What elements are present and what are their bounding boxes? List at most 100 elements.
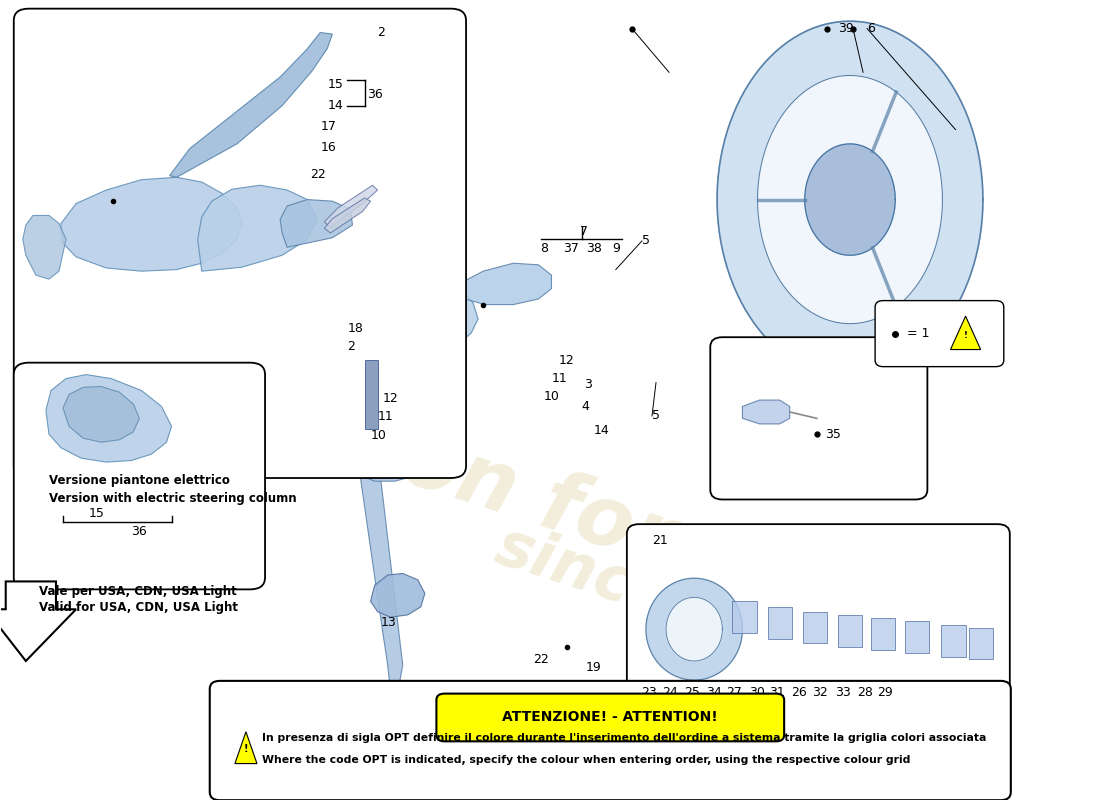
Polygon shape (0, 582, 76, 661)
Text: 17: 17 (320, 120, 337, 133)
Text: 18: 18 (348, 322, 363, 335)
Text: 24: 24 (662, 686, 678, 699)
Text: 13: 13 (381, 616, 396, 630)
Polygon shape (298, 273, 478, 360)
Text: 12: 12 (559, 354, 574, 366)
Polygon shape (453, 263, 551, 305)
Text: In presenza di sigla OPT definire il colore durante l'inserimento dell'ordine a : In presenza di sigla OPT definire il col… (262, 733, 987, 743)
FancyBboxPatch shape (437, 694, 784, 742)
Text: 2: 2 (377, 26, 385, 39)
Text: 8: 8 (540, 242, 549, 255)
Text: 5: 5 (642, 234, 650, 247)
Text: 16: 16 (320, 142, 337, 154)
Text: 36: 36 (367, 88, 383, 101)
Polygon shape (803, 612, 827, 643)
Text: 19: 19 (585, 661, 602, 674)
Polygon shape (352, 360, 403, 693)
Text: 9: 9 (612, 242, 619, 255)
Polygon shape (63, 386, 140, 442)
FancyBboxPatch shape (876, 301, 1004, 366)
Text: 39: 39 (838, 22, 854, 35)
Polygon shape (733, 602, 757, 633)
Text: 11: 11 (377, 410, 394, 423)
Text: 12: 12 (383, 392, 398, 405)
Text: 22: 22 (310, 168, 326, 181)
Text: 14: 14 (328, 99, 343, 112)
Text: 15: 15 (88, 507, 104, 520)
Text: 36: 36 (132, 525, 147, 538)
Text: 15: 15 (328, 78, 343, 90)
Text: Where the code OPT is indicated, specify the colour when entering order, using t: Where the code OPT is indicated, specify… (262, 755, 911, 766)
Text: 26: 26 (791, 686, 806, 699)
Text: since: since (487, 517, 680, 630)
Text: 29: 29 (878, 686, 893, 699)
Text: 10: 10 (371, 430, 386, 442)
Polygon shape (838, 615, 862, 646)
Text: 7: 7 (580, 225, 587, 238)
Polygon shape (667, 598, 723, 661)
Polygon shape (768, 607, 792, 638)
Polygon shape (324, 198, 371, 233)
Polygon shape (267, 291, 338, 342)
Polygon shape (742, 400, 790, 424)
FancyBboxPatch shape (711, 338, 927, 499)
FancyBboxPatch shape (14, 362, 265, 590)
Text: Valid for USA, CDN, USA Light: Valid for USA, CDN, USA Light (39, 602, 238, 614)
Text: 14: 14 (594, 424, 609, 437)
Text: 20: 20 (759, 713, 774, 726)
Text: 31: 31 (769, 686, 784, 699)
Polygon shape (871, 618, 895, 650)
Text: 32: 32 (812, 686, 827, 699)
Text: 23: 23 (641, 686, 657, 699)
Text: 5: 5 (652, 410, 660, 422)
Text: 11: 11 (551, 372, 568, 385)
FancyBboxPatch shape (627, 524, 1010, 746)
Text: 33: 33 (835, 686, 850, 699)
Polygon shape (942, 625, 966, 657)
Text: 22: 22 (534, 653, 549, 666)
Text: 37: 37 (563, 242, 580, 255)
Text: 25: 25 (684, 686, 700, 699)
Text: 27: 27 (726, 686, 742, 699)
Polygon shape (905, 622, 930, 653)
Polygon shape (280, 199, 352, 247)
Polygon shape (371, 574, 425, 618)
Polygon shape (969, 627, 992, 659)
Text: 35: 35 (825, 428, 840, 441)
Polygon shape (805, 144, 895, 255)
Polygon shape (60, 178, 242, 271)
Text: 34: 34 (706, 686, 723, 699)
FancyBboxPatch shape (210, 681, 1011, 800)
Text: = 1: = 1 (903, 327, 929, 340)
Text: Version with electric steering column: Version with electric steering column (48, 491, 297, 505)
Polygon shape (297, 230, 461, 310)
Polygon shape (46, 374, 172, 462)
Text: 6: 6 (867, 22, 875, 35)
Polygon shape (169, 33, 332, 178)
Polygon shape (646, 578, 742, 680)
Text: 2: 2 (348, 340, 355, 354)
Text: 4: 4 (582, 400, 590, 413)
Polygon shape (758, 75, 943, 324)
Polygon shape (198, 186, 317, 271)
Text: ATTENZIONE! - ATTENTION!: ATTENZIONE! - ATTENTION! (503, 710, 718, 725)
Text: 10: 10 (543, 390, 559, 403)
Polygon shape (717, 21, 983, 378)
Text: Vale per USA, CDN, USA Light: Vale per USA, CDN, USA Light (39, 586, 236, 598)
Polygon shape (950, 316, 981, 350)
Text: 3: 3 (584, 378, 592, 390)
Polygon shape (364, 360, 377, 429)
Text: 21: 21 (652, 534, 668, 546)
Text: Versione piantone elettrico: Versione piantone elettrico (48, 474, 230, 487)
Text: 30: 30 (749, 686, 764, 699)
Polygon shape (235, 732, 257, 764)
Text: 28: 28 (857, 686, 873, 699)
Text: !: ! (244, 744, 249, 754)
Text: 38: 38 (585, 242, 602, 255)
Polygon shape (23, 215, 66, 279)
Text: !: ! (964, 330, 968, 340)
Polygon shape (324, 186, 377, 227)
FancyBboxPatch shape (14, 9, 466, 478)
Polygon shape (342, 429, 428, 481)
Text: passion for: passion for (161, 342, 684, 582)
